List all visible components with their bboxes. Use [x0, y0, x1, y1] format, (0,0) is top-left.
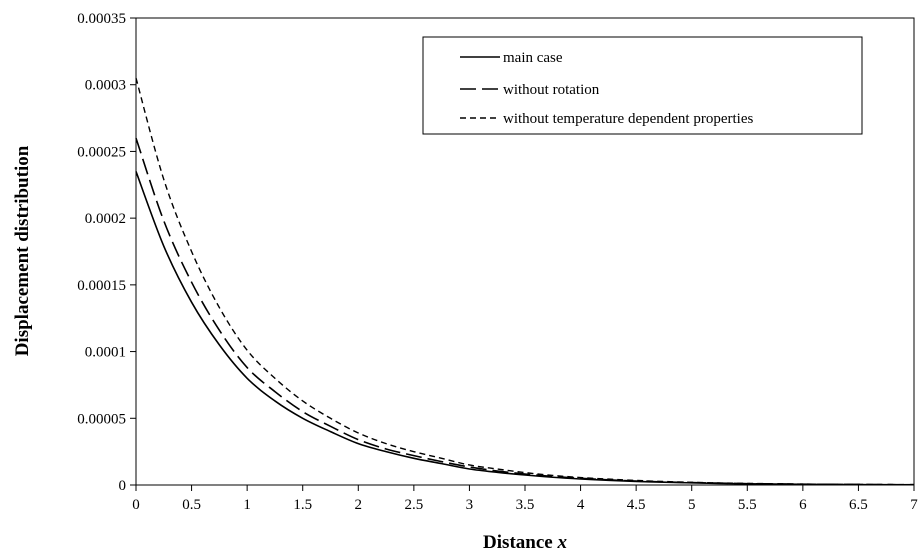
legend-box: [422, 36, 863, 135]
x-tick-label: 5: [688, 497, 696, 513]
x-tick-label: 0: [132, 497, 140, 513]
legend-label-main-case: main case: [503, 50, 563, 66]
x-tick-label: 3.5: [516, 497, 535, 513]
series-lines: [135, 77, 915, 486]
x-axis-title-text: Distance: [483, 532, 557, 553]
y-tick-label: 0.0003: [85, 78, 126, 94]
x-tick-label: 6: [799, 497, 807, 513]
legend: main case without rotation without tempe…: [422, 36, 863, 135]
y-tick-label: 0: [119, 478, 127, 494]
x-tick-label: 2.5: [404, 497, 423, 513]
legend-label-without-temperature: without temperature dependent properties: [503, 111, 753, 127]
y-tick-label: 0.00005: [77, 411, 126, 427]
x-tick-label: 6.5: [849, 497, 868, 513]
x-tick-label: 7: [910, 497, 918, 513]
y-tick-label: 0.0001: [85, 345, 126, 361]
y-axis-title: Displacement distribution: [12, 145, 33, 356]
legend-label-without-rotation: without rotation: [503, 82, 600, 98]
x-tick-label: 2: [355, 497, 363, 513]
x-axis-ticks: 0 0.5 1 1.5 2 2.5 3 3.5 4 4.5 5 5.5 6 6.5 7: [132, 485, 918, 513]
x-tick-label: 4: [577, 497, 585, 513]
x-axis-title: Distance x: [483, 532, 567, 553]
y-axis-ticks: 0 0.00005 0.0001 0.00015 0.0002 0.00025 0.0003…: [77, 11, 136, 494]
series-line-2: [135, 77, 915, 486]
x-tick-label: 5.5: [738, 497, 757, 513]
y-tick-label: 0.00015: [77, 278, 126, 294]
y-tick-label: 0.0002: [85, 211, 126, 227]
y-tick-label: 0.00035: [77, 11, 126, 27]
x-tick-label: 0.5: [182, 497, 201, 513]
x-tick-label: 3: [466, 497, 474, 513]
x-tick-label: 4.5: [627, 497, 646, 513]
y-tick-label: 0.00025: [77, 144, 126, 160]
x-tick-label: 1: [243, 497, 251, 513]
x-tick-label: 1.5: [293, 497, 312, 513]
x-axis-title-variable: x: [556, 532, 567, 553]
